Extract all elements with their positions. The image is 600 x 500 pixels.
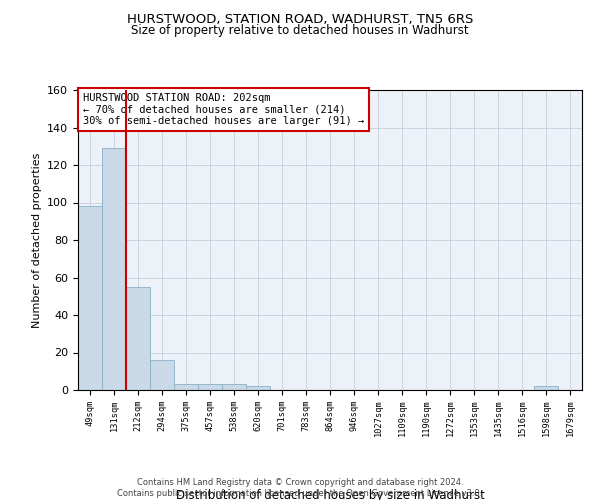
Bar	[126, 287, 150, 390]
Bar	[198, 384, 222, 390]
Bar	[246, 386, 270, 390]
Text: Contains HM Land Registry data © Crown copyright and database right 2024.
Contai: Contains HM Land Registry data © Crown c…	[118, 478, 482, 498]
Text: HURSTWOOD STATION ROAD: 202sqm
← 70% of detached houses are smaller (214)
30% of: HURSTWOOD STATION ROAD: 202sqm ← 70% of …	[83, 93, 364, 126]
X-axis label: Distribution of detached houses by size in Wadhurst: Distribution of detached houses by size …	[176, 489, 484, 500]
Bar	[102, 148, 126, 390]
Y-axis label: Number of detached properties: Number of detached properties	[32, 152, 41, 328]
Bar	[78, 206, 102, 390]
Bar	[222, 384, 246, 390]
Bar	[150, 360, 174, 390]
Bar	[534, 386, 558, 390]
Bar	[174, 384, 198, 390]
Text: HURSTWOOD, STATION ROAD, WADHURST, TN5 6RS: HURSTWOOD, STATION ROAD, WADHURST, TN5 6…	[127, 12, 473, 26]
Text: Size of property relative to detached houses in Wadhurst: Size of property relative to detached ho…	[131, 24, 469, 37]
